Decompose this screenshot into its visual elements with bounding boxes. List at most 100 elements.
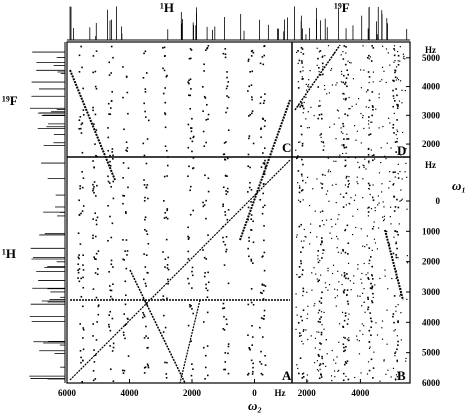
cross-peak <box>363 262 365 265</box>
cross-peak <box>337 238 339 240</box>
cross-peak <box>372 81 374 83</box>
cross-peak <box>93 123 95 125</box>
y-tick-label: 4000 <box>422 82 441 92</box>
cross-peak <box>364 245 366 248</box>
cross-peak <box>202 346 205 349</box>
cross-peak <box>311 289 313 291</box>
cross-peak <box>406 176 408 178</box>
cross-peak <box>346 85 348 88</box>
cross-peak <box>377 204 379 206</box>
cross-peak <box>222 205 224 207</box>
cross-peak <box>125 294 127 297</box>
cross-peak <box>189 108 191 110</box>
cross-peak <box>317 57 319 60</box>
cross-peak <box>368 116 370 118</box>
cross-peak <box>247 115 250 117</box>
cross-peak <box>143 372 146 374</box>
cross-peak <box>94 258 96 260</box>
cross-peak <box>226 76 228 79</box>
cross-peak <box>340 252 342 254</box>
cross-peak <box>341 73 343 75</box>
cross-peak <box>302 66 304 68</box>
cross-peak <box>345 164 347 166</box>
cross-peak <box>316 360 319 362</box>
cross-peak <box>144 282 147 285</box>
cross-peak <box>383 215 385 217</box>
cross-peak <box>301 373 304 375</box>
cross-peak <box>367 56 369 59</box>
cross-peak <box>166 217 169 220</box>
cross-peak <box>368 188 371 190</box>
cross-peak <box>166 361 168 364</box>
cross-peak <box>346 294 348 296</box>
cross-peak <box>207 177 210 180</box>
cross-peak <box>395 151 398 153</box>
cross-peak <box>335 235 338 238</box>
cross-peak <box>318 377 321 380</box>
cross-peak <box>94 70 97 73</box>
cross-peak <box>96 184 98 187</box>
cross-peak <box>344 337 346 339</box>
diagonal <box>69 69 116 181</box>
cross-peak <box>393 112 395 115</box>
cross-peak <box>144 218 146 221</box>
cross-peak <box>333 52 335 55</box>
cross-peak <box>395 70 397 72</box>
cross-peak <box>371 275 373 277</box>
cross-peak <box>303 101 305 104</box>
cross-peak <box>321 355 323 358</box>
cross-peak <box>112 154 114 157</box>
cross-peak <box>189 185 192 188</box>
cross-peak <box>299 70 302 73</box>
cross-peak <box>342 92 344 95</box>
cross-peak <box>330 375 333 377</box>
cross-peak <box>207 190 210 193</box>
cross-peak <box>335 201 337 204</box>
cross-peak <box>207 113 210 116</box>
cross-peak <box>320 182 322 184</box>
cross-peak <box>189 137 192 140</box>
cross-peak <box>302 329 305 331</box>
cross-peak <box>322 66 324 68</box>
cross-peak <box>395 241 397 243</box>
cross-peak <box>344 361 347 363</box>
cross-peak <box>320 376 323 378</box>
cross-peak <box>79 187 81 190</box>
cross-peak <box>300 46 303 49</box>
cross-peak <box>143 278 145 281</box>
cross-peak <box>354 376 356 379</box>
cross-peak <box>251 70 254 73</box>
cross-peak <box>379 380 381 382</box>
cross-peak <box>110 72 113 74</box>
cross-peak <box>299 200 302 203</box>
cross-peak <box>126 150 128 152</box>
cross-peak <box>250 218 253 221</box>
cross-peak <box>371 249 373 251</box>
cross-peak <box>387 369 389 371</box>
cross-peak <box>333 123 335 125</box>
cross-peak <box>187 258 190 260</box>
cross-peak <box>321 187 323 189</box>
cross-peak <box>259 102 262 105</box>
cross-peak <box>334 297 336 299</box>
cross-peak <box>382 201 384 203</box>
cross-peak <box>144 228 146 231</box>
cross-peak <box>346 360 349 362</box>
cross-peak <box>321 56 324 58</box>
cross-peak <box>396 348 398 351</box>
cross-peak <box>340 81 342 83</box>
cross-peak <box>124 250 126 252</box>
cross-peak <box>368 120 370 122</box>
cross-peak <box>300 251 302 253</box>
cross-peak <box>345 177 347 179</box>
cross-peak <box>167 283 169 285</box>
cross-peak <box>355 139 357 141</box>
cross-peak <box>162 92 165 95</box>
cross-peak <box>124 337 126 340</box>
cross-peak <box>317 261 320 264</box>
cross-peak <box>347 277 350 280</box>
cross-peak <box>372 108 374 111</box>
cross-peak <box>368 147 370 150</box>
cross-peak <box>307 84 310 86</box>
cross-peak <box>302 112 304 114</box>
